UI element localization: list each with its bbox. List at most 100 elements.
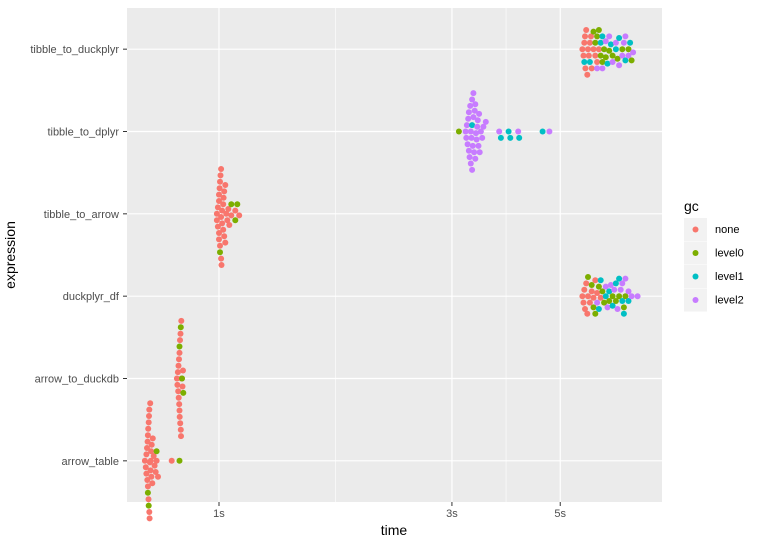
point (144, 489, 151, 496)
point (463, 134, 470, 141)
point (505, 128, 512, 135)
point (220, 201, 227, 208)
point (467, 102, 474, 109)
point (467, 160, 474, 167)
point (619, 280, 626, 287)
point (595, 27, 602, 33)
point (180, 367, 186, 374)
point (217, 178, 223, 185)
legend-title: gc (684, 198, 699, 214)
point (586, 299, 593, 306)
points (141, 27, 641, 522)
point (630, 49, 637, 56)
point (597, 39, 604, 46)
point (614, 306, 621, 312)
point (176, 413, 183, 420)
point (148, 448, 155, 455)
point (625, 46, 632, 53)
point (597, 277, 604, 284)
point (175, 362, 182, 369)
point (622, 57, 629, 64)
point (609, 59, 616, 65)
point (473, 130, 479, 137)
point (469, 142, 476, 149)
y-tick-label: duckplyr_df (63, 291, 120, 303)
point (228, 201, 235, 208)
point (222, 239, 229, 246)
point (614, 55, 621, 62)
point (474, 123, 481, 130)
point (585, 46, 591, 53)
y-tick-label: tibble_to_dplyr (47, 127, 119, 139)
legend-swatch-level2 (692, 297, 699, 303)
point (177, 420, 184, 427)
point (607, 41, 614, 48)
point (612, 298, 619, 304)
point (622, 33, 629, 40)
point (507, 134, 514, 141)
point (616, 293, 623, 300)
point (609, 302, 616, 309)
point (611, 286, 618, 293)
point (594, 299, 601, 306)
point (473, 136, 480, 143)
point (145, 502, 152, 509)
point (216, 236, 222, 243)
point (471, 149, 478, 156)
point (175, 388, 182, 395)
point (594, 33, 601, 40)
point (497, 134, 504, 141)
point (592, 52, 599, 59)
point (218, 262, 225, 268)
point (620, 39, 627, 46)
point (179, 383, 186, 390)
point (580, 299, 587, 306)
point (217, 249, 223, 256)
point (214, 223, 221, 230)
point (583, 280, 590, 287)
point (223, 210, 230, 217)
point (464, 141, 471, 148)
point (622, 275, 629, 282)
point (625, 52, 632, 59)
point (469, 96, 476, 103)
point (595, 283, 602, 290)
point (628, 293, 635, 300)
point (580, 52, 587, 59)
legend-swatch-level1 (692, 273, 699, 280)
point (581, 39, 588, 46)
point (220, 194, 227, 201)
panel-background (127, 8, 662, 502)
point (606, 47, 613, 54)
point (143, 451, 150, 458)
point (581, 286, 588, 293)
point (584, 310, 591, 317)
point (597, 52, 604, 59)
point (612, 39, 619, 46)
point (468, 134, 475, 141)
point (586, 59, 593, 65)
point (588, 282, 595, 288)
point (616, 275, 623, 282)
point (602, 283, 609, 290)
point (144, 438, 151, 445)
point (234, 201, 241, 208)
point (599, 33, 606, 40)
legend-swatch-none (692, 226, 699, 233)
point (214, 204, 221, 211)
point (225, 206, 232, 212)
point (585, 293, 591, 300)
point (180, 389, 187, 396)
point (619, 52, 626, 59)
y-tick-label: arrow_to_duckdb (35, 374, 119, 386)
point (594, 65, 601, 72)
point (601, 299, 608, 306)
point (474, 117, 481, 124)
point (579, 293, 586, 300)
point (472, 101, 479, 108)
point (475, 142, 482, 149)
point (177, 337, 183, 344)
point (213, 210, 220, 217)
point (516, 134, 523, 141)
